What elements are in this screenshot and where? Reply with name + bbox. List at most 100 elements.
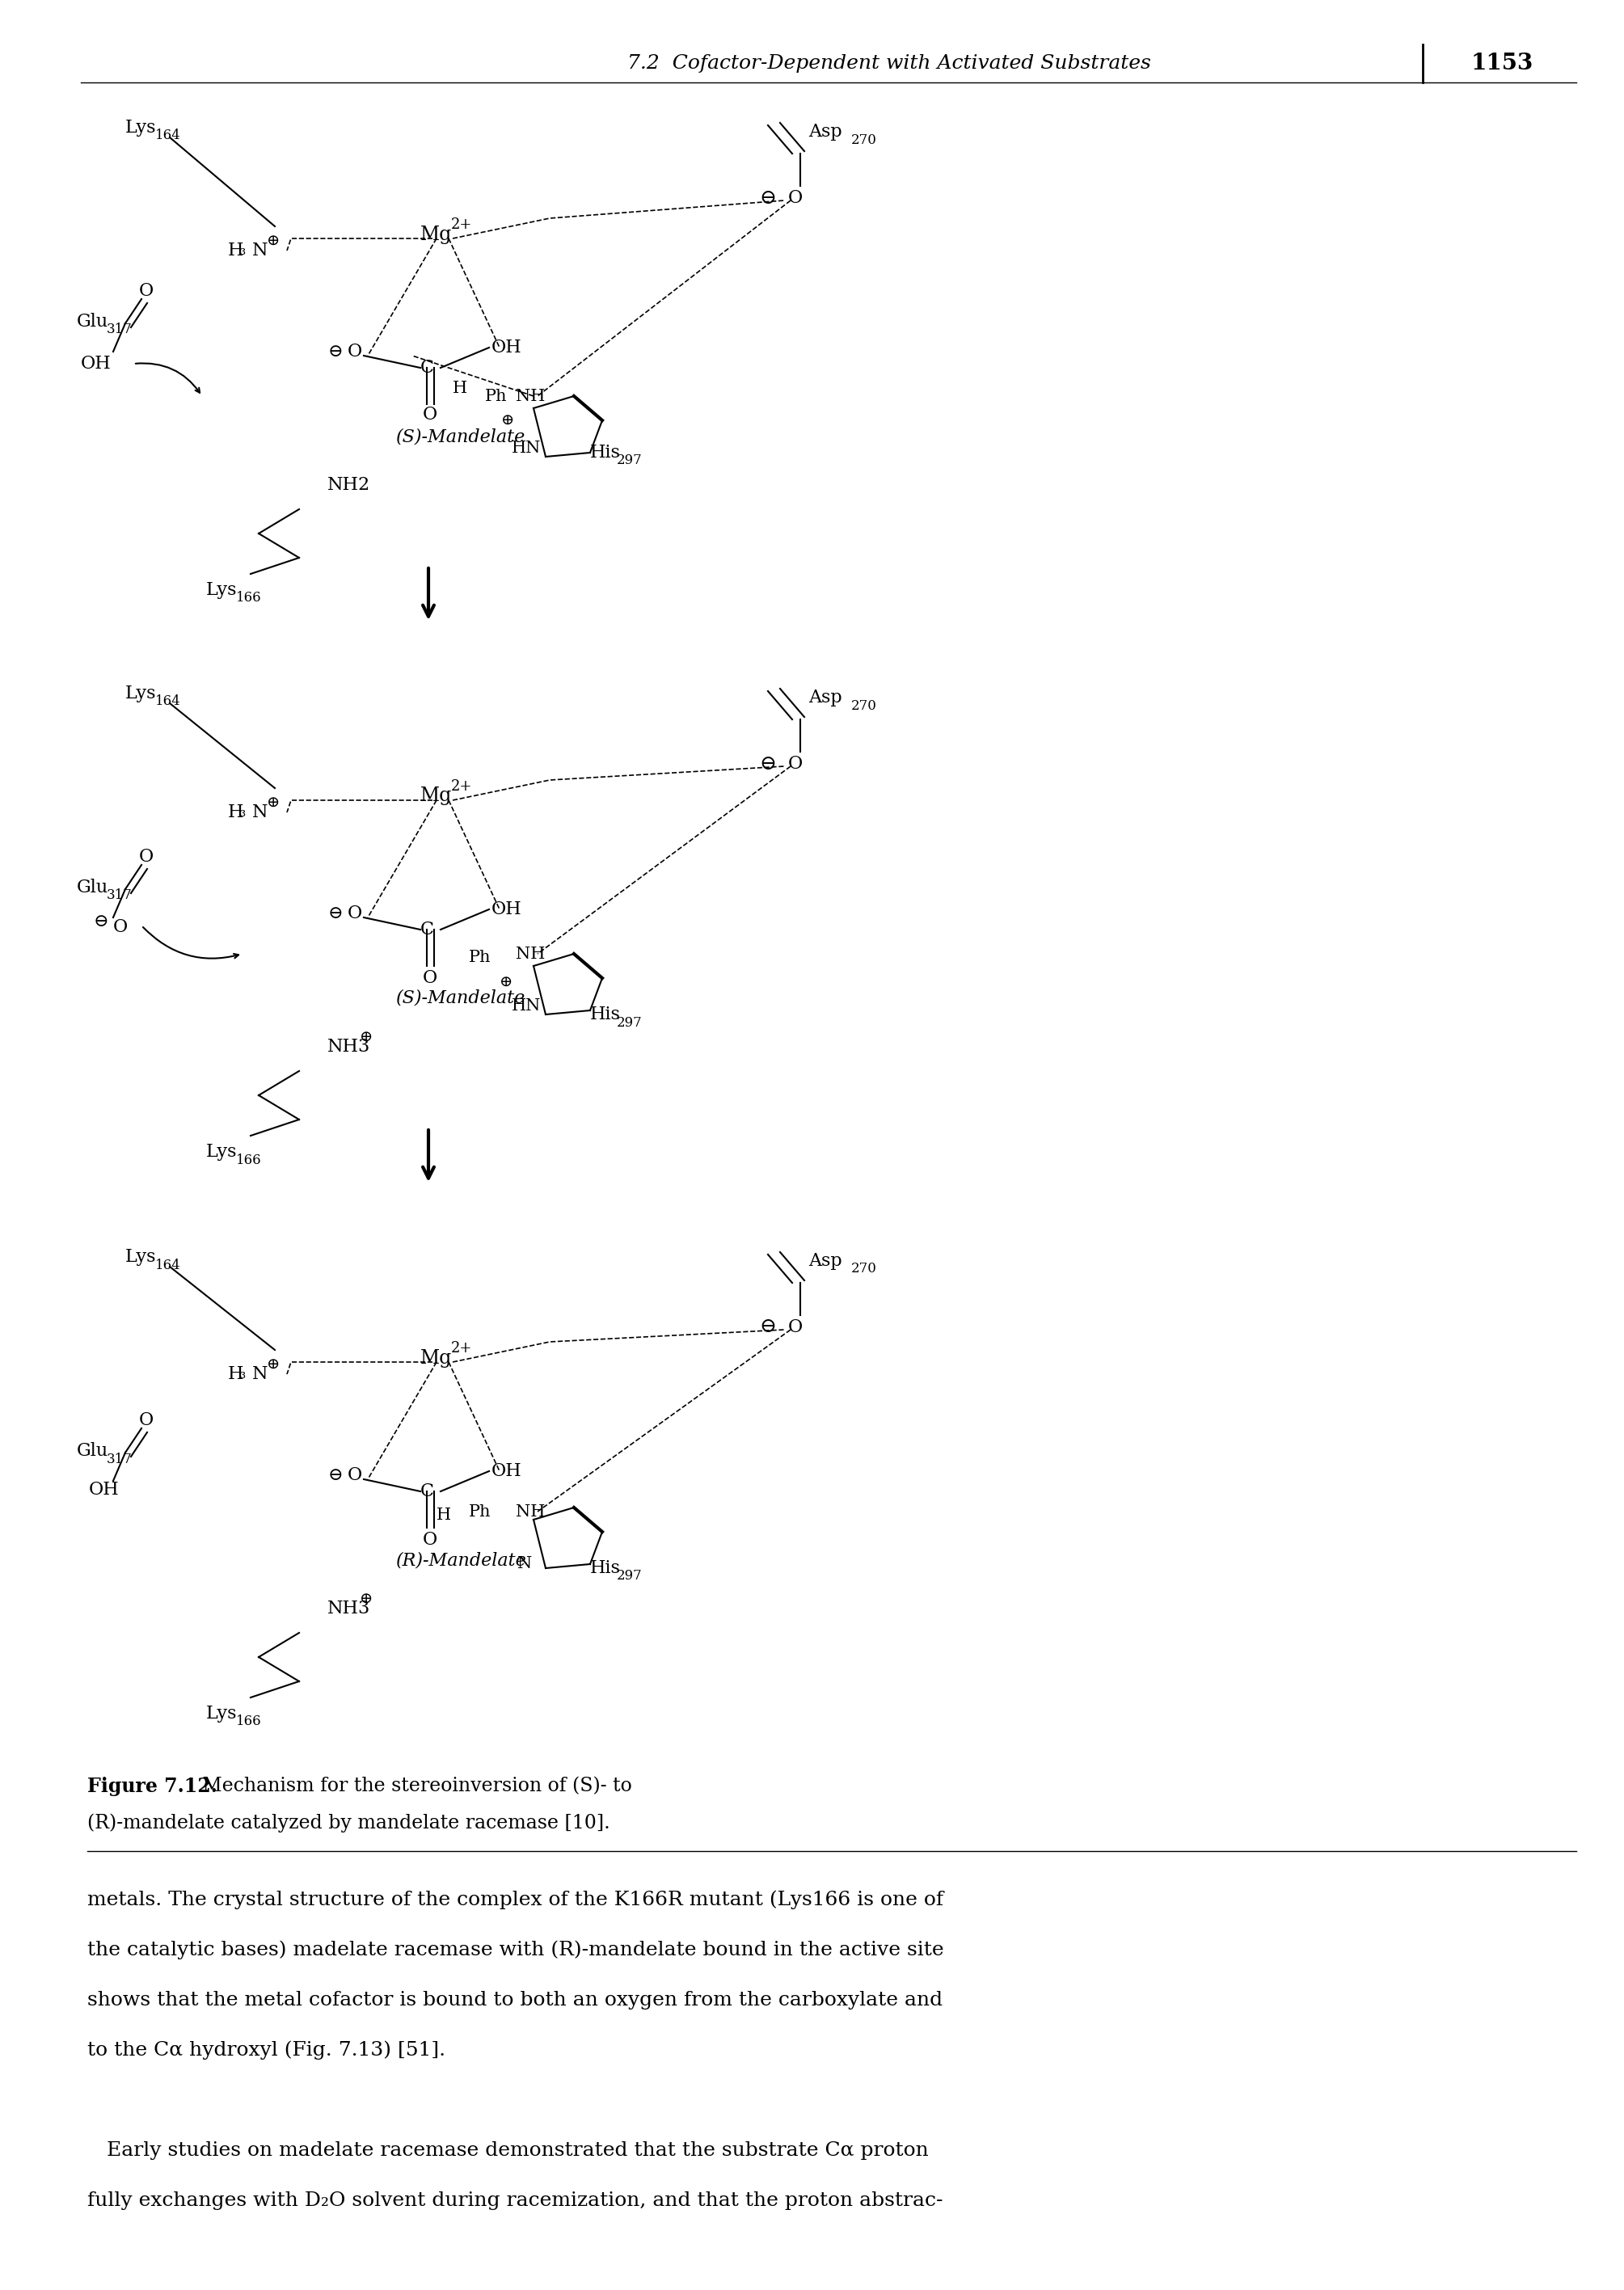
Text: His: His <box>590 444 620 463</box>
Text: H: H <box>227 243 244 259</box>
Text: ⊖: ⊖ <box>328 905 343 923</box>
Text: C: C <box>421 921 434 939</box>
Text: 270: 270 <box>851 133 877 147</box>
Text: N: N <box>252 1365 268 1383</box>
Text: Ph: Ph <box>469 1505 490 1518</box>
Text: shows that the metal cofactor is bound to both an oxygen from the carboxylate an: shows that the metal cofactor is bound t… <box>88 1990 942 2008</box>
Text: 164: 164 <box>156 694 180 708</box>
Text: NH: NH <box>516 946 546 962</box>
Text: His: His <box>590 1005 620 1024</box>
Text: N: N <box>252 243 268 259</box>
Text: (R)-Mandelate: (R)-Mandelate <box>396 1550 526 1569</box>
Text: 164: 164 <box>156 1257 180 1271</box>
Text: ⊕: ⊕ <box>502 412 515 428</box>
Text: NH3: NH3 <box>328 1037 370 1056</box>
Text: Mg: Mg <box>421 224 451 243</box>
Text: C: C <box>421 360 434 376</box>
Text: 166: 166 <box>235 1154 261 1168</box>
Text: Ph: Ph <box>469 950 490 966</box>
Text: O: O <box>140 282 154 300</box>
Text: H: H <box>437 1507 451 1523</box>
Text: O: O <box>788 756 802 772</box>
Text: Lys: Lys <box>125 119 156 137</box>
Text: Lys: Lys <box>206 582 237 600</box>
Text: ₃: ₃ <box>239 1367 245 1381</box>
Text: O: O <box>348 344 362 360</box>
Text: O: O <box>422 1532 437 1548</box>
Text: the catalytic bases) madelate racemase with (R)-mandelate bound in the active si: the catalytic bases) madelate racemase w… <box>88 1940 944 1960</box>
Text: to the Cα hydroxyl (Fig. 7.13) [51].: to the Cα hydroxyl (Fig. 7.13) [51]. <box>88 2040 445 2059</box>
Text: ₃: ₃ <box>239 243 245 259</box>
Text: ₃: ₃ <box>239 806 245 820</box>
Text: Asp: Asp <box>809 1253 841 1271</box>
Text: Lys: Lys <box>125 1248 156 1266</box>
Text: O: O <box>114 918 128 937</box>
Text: 164: 164 <box>156 128 180 142</box>
Text: ⊖: ⊖ <box>94 914 109 930</box>
Text: O: O <box>348 1466 362 1484</box>
Text: Asp: Asp <box>809 124 841 140</box>
Text: OH: OH <box>492 1463 521 1479</box>
Text: O: O <box>788 1319 802 1335</box>
Text: N: N <box>518 1557 533 1571</box>
Text: HN: HN <box>512 442 541 456</box>
Text: 2+: 2+ <box>451 1342 473 1356</box>
Text: Lys: Lys <box>206 1143 237 1161</box>
Text: (S)-Mandelate: (S)-Mandelate <box>396 428 526 444</box>
Text: O: O <box>788 190 802 206</box>
Text: His: His <box>590 1559 620 1578</box>
Text: 297: 297 <box>617 1017 643 1030</box>
Text: O: O <box>348 905 362 923</box>
Text: NH3: NH3 <box>328 1601 370 1617</box>
Text: OH: OH <box>492 900 521 918</box>
Text: H: H <box>227 1365 244 1383</box>
Text: Mechanism for the stereoinversion of (S)- to: Mechanism for the stereoinversion of (S)… <box>184 1777 632 1795</box>
Text: ⊕: ⊕ <box>500 976 513 989</box>
Text: 166: 166 <box>235 1715 261 1729</box>
Text: 270: 270 <box>851 1262 877 1276</box>
Text: O: O <box>422 405 437 424</box>
Text: N: N <box>252 804 268 822</box>
Text: O: O <box>422 969 437 987</box>
Text: ⊕: ⊕ <box>361 1030 374 1044</box>
Text: ⊖: ⊖ <box>760 1319 776 1337</box>
Text: H: H <box>227 804 244 822</box>
Text: ⊖: ⊖ <box>760 188 776 208</box>
Text: ⊖: ⊖ <box>328 1466 343 1484</box>
Text: 1153: 1153 <box>1471 53 1533 73</box>
Text: 317: 317 <box>107 1452 133 1466</box>
Text: Glu: Glu <box>76 879 109 895</box>
Text: OH: OH <box>81 355 112 373</box>
Text: 297: 297 <box>617 453 643 467</box>
Text: Early studies on madelate racemase demonstrated that the substrate Cα proton: Early studies on madelate racemase demon… <box>88 2141 929 2159</box>
Text: Lys: Lys <box>206 1704 237 1722</box>
Text: 317: 317 <box>107 889 133 902</box>
Text: Glu: Glu <box>76 1443 109 1459</box>
Text: O: O <box>140 1411 154 1429</box>
Text: ⊖: ⊖ <box>760 756 776 774</box>
Text: Figure 7.12.: Figure 7.12. <box>88 1777 218 1795</box>
Text: (R)-mandelate catalyzed by mandelate racemase [10].: (R)-mandelate catalyzed by mandelate rac… <box>88 1814 611 1832</box>
Text: NH: NH <box>516 389 546 403</box>
Text: O: O <box>140 847 154 866</box>
Text: (S)-Mandelate: (S)-Mandelate <box>396 989 526 1008</box>
Text: H: H <box>453 380 468 396</box>
Text: 166: 166 <box>235 591 261 605</box>
Text: NH2: NH2 <box>328 476 370 495</box>
Text: ⊖: ⊖ <box>328 344 343 360</box>
Text: OH: OH <box>492 339 521 357</box>
Text: OH: OH <box>89 1482 120 1498</box>
Text: Mg: Mg <box>421 1349 451 1367</box>
Text: 2+: 2+ <box>451 218 473 231</box>
Text: HN: HN <box>512 998 541 1014</box>
Text: metals. The crystal structure of the complex of the K166R mutant (Lys166 is one : metals. The crystal structure of the com… <box>88 1889 944 1910</box>
Text: Mg: Mg <box>421 788 451 806</box>
Text: ⊕: ⊕ <box>361 1592 374 1605</box>
Text: ⊕: ⊕ <box>266 1358 279 1372</box>
Text: fully exchanges with D₂O solvent during racemization, and that the proton abstra: fully exchanges with D₂O solvent during … <box>88 2192 944 2210</box>
Text: Ph: Ph <box>486 389 507 403</box>
Text: 297: 297 <box>617 1569 643 1582</box>
Text: 2+: 2+ <box>451 779 473 795</box>
Text: 317: 317 <box>107 323 133 337</box>
Text: NH: NH <box>516 1505 546 1518</box>
